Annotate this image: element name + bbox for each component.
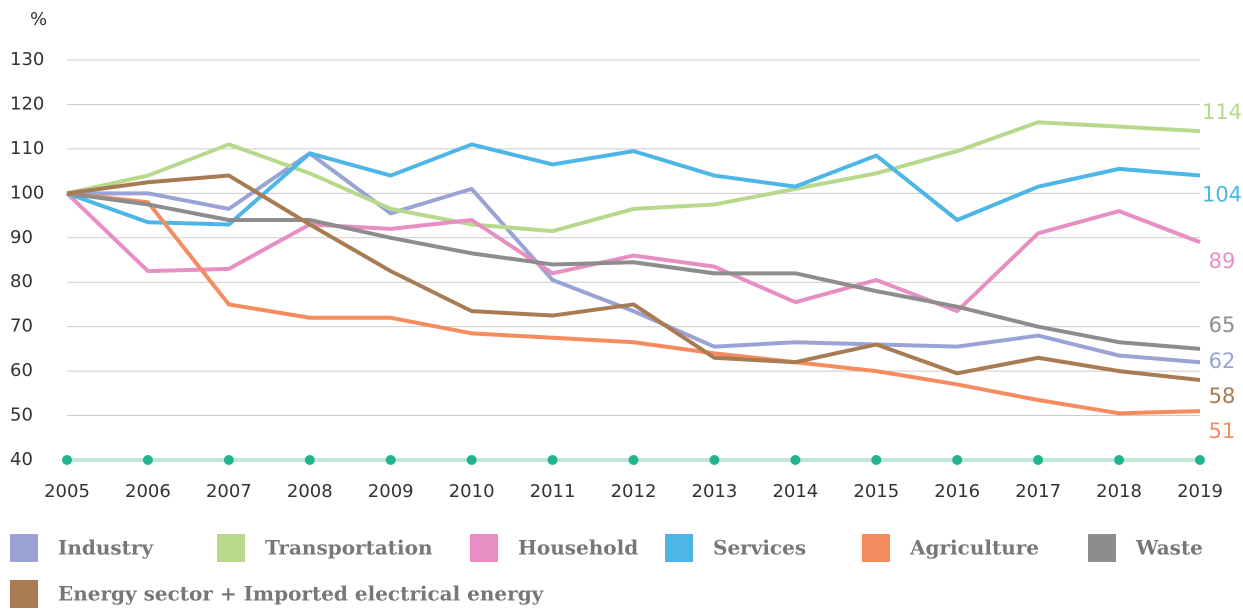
- y-tick-label: 100: [10, 182, 44, 203]
- x-tick-mark: [952, 455, 963, 465]
- line-series: [66, 191, 1201, 416]
- line-series: [66, 120, 1201, 234]
- x-tick-label: 2010: [449, 481, 495, 502]
- x-tick-mark: [628, 455, 639, 465]
- legend-swatch: [862, 534, 890, 562]
- y-tick-label: 130: [10, 49, 44, 70]
- x-tick-mark: [871, 455, 882, 465]
- x-tick-mark: [709, 455, 720, 465]
- x-tick-label: 2007: [206, 481, 252, 502]
- x-tick-mark: [62, 455, 72, 465]
- x-tick-label: 2013: [692, 481, 738, 502]
- legend-swatch: [470, 534, 498, 562]
- x-tick-mark: [466, 455, 477, 465]
- legend-label: Transportation: [265, 536, 433, 560]
- y-tick-label: 80: [10, 271, 33, 292]
- x-tick-label: 2014: [772, 481, 818, 502]
- x-tick-mark: [304, 455, 315, 465]
- legend-label: Services: [713, 536, 806, 560]
- x-tick-label: 2005: [44, 481, 90, 502]
- x-tick-mark: [547, 455, 558, 465]
- legend-label: Energy sector + Imported electrical ener…: [58, 582, 545, 606]
- x-tick-label: 2011: [530, 481, 576, 502]
- legend-swatch: [1088, 534, 1116, 562]
- x-tick-label: 2015: [853, 481, 899, 502]
- end-label: 51: [1209, 419, 1236, 443]
- legend-swatch: [10, 534, 38, 562]
- y-tick-label: 50: [10, 405, 33, 426]
- line-series: [65, 191, 1201, 314]
- end-label: 114: [1202, 100, 1242, 124]
- end-label: 89: [1209, 249, 1236, 273]
- y-tick-label: 70: [10, 316, 33, 337]
- x-tick-label: 2018: [1096, 481, 1142, 502]
- legend-swatch: [665, 534, 693, 562]
- x-tick-label: 2019: [1177, 481, 1223, 502]
- end-label: 65: [1209, 313, 1236, 337]
- x-tick-label: 2006: [125, 481, 171, 502]
- x-tick-label: 2008: [287, 481, 333, 502]
- end-label: 58: [1209, 384, 1236, 408]
- x-tick-mark: [223, 455, 234, 465]
- x-tick-mark: [142, 455, 153, 465]
- line-series: [66, 142, 1201, 227]
- y-tick-label: 90: [10, 227, 33, 248]
- x-tick-mark: [1114, 455, 1125, 465]
- x-tick-label: 2012: [611, 481, 657, 502]
- y-tick-label: 120: [10, 93, 44, 114]
- x-tick-label: 2017: [1015, 481, 1061, 502]
- legend-label: Household: [518, 536, 638, 560]
- x-tick-label: 2016: [934, 481, 980, 502]
- y-tick-label: 110: [10, 138, 44, 159]
- x-tick-mark: [790, 455, 801, 465]
- y-tick-label: 40: [10, 449, 33, 470]
- y-axis-label: %: [30, 9, 47, 30]
- legend-label: Industry: [58, 536, 154, 560]
- x-tick-mark: [385, 455, 396, 465]
- y-tick-label: 60: [10, 360, 33, 381]
- line-series: [66, 173, 1201, 382]
- end-label: 104: [1202, 183, 1242, 207]
- x-tick-mark: [1195, 455, 1205, 465]
- legend-swatch: [217, 534, 245, 562]
- line-series: [67, 151, 1201, 365]
- x-tick-mark: [1033, 455, 1044, 465]
- end-label: 62: [1209, 349, 1236, 373]
- legend-label: Waste: [1135, 536, 1203, 560]
- legend-swatch: [10, 580, 38, 608]
- x-tick-label: 2009: [368, 481, 414, 502]
- legend-label: Agriculture: [909, 536, 1039, 560]
- line-series: [66, 191, 1201, 351]
